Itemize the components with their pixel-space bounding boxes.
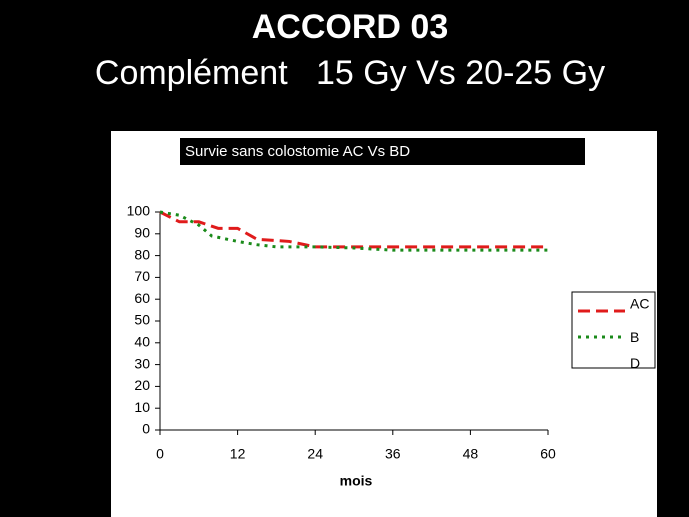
x-tick-label: 24 [307,446,323,462]
slide-subtitle: Complément 15 Gy Vs 20-25 Gy [95,54,605,92]
y-tick-label: 70 [134,268,150,284]
x-tick-label: 12 [230,446,246,462]
legend-label: AC [630,296,649,312]
y-tick-label: 20 [134,377,150,393]
title-box [180,138,585,165]
y-tick-label: 30 [134,355,150,371]
x-tick-label: 60 [540,446,556,462]
x-axis-label: mois [340,473,373,489]
x-tick-label: 48 [463,446,479,462]
legend [571,291,656,369]
y-tick-label: 60 [134,290,150,306]
x-tick-label: 36 [385,446,401,462]
plot-panel [111,131,657,517]
y-tick-label: 0 [142,421,150,437]
series-line [159,210,548,252]
chart-title: Survie sans colostomie AC Vs BD [185,143,410,160]
slide-title: ACCORD 03 [252,8,448,46]
series-line [159,210,548,249]
y-tick-label: 80 [134,246,150,262]
legend-label: BD [630,329,641,371]
y-tick-label: 40 [134,334,150,350]
x-tick-label: 0 [156,446,164,462]
y-tick-label: 100 [127,203,151,219]
y-tick-label: 10 [134,399,150,415]
y-tick-label: 50 [134,312,150,328]
y-tick-label: 90 [134,225,150,241]
